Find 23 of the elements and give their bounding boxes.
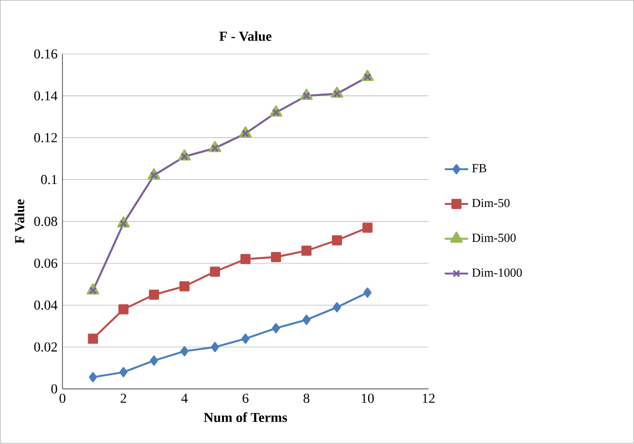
- y-tick-label: 0.16: [34, 50, 58, 59]
- x-tick-label: 6: [242, 394, 248, 404]
- legend-label: Dim-50: [472, 199, 510, 208]
- chart-title: F - Value: [219, 31, 272, 42]
- y-axis-title: F Value: [14, 200, 24, 244]
- x-tick-label: 2: [120, 394, 126, 403]
- legend-label: FB: [472, 164, 486, 172]
- y-tick-label: 0.14: [34, 91, 58, 101]
- y-tick-label: 0: [51, 384, 58, 394]
- x-tick-label: 0: [60, 394, 66, 404]
- y-tick-label: 0.1: [41, 175, 57, 184]
- y-tick-label: 0.12: [34, 133, 57, 143]
- y-tick-label: 0.04: [34, 300, 58, 310]
- x-tick-label: 8: [304, 394, 310, 404]
- y-tick-label: 0.08: [34, 217, 58, 226]
- legend-label: Dim-1000: [472, 268, 522, 277]
- x-axis-title: Num of Terms: [204, 412, 288, 422]
- x-tick-label: 12: [422, 394, 435, 403]
- y-tick-label: 0.06: [34, 258, 58, 268]
- x-tick-label: 4: [181, 394, 188, 403]
- y-tick-label: 0.02: [34, 342, 57, 352]
- x-tick-label: 10: [362, 394, 374, 404]
- legend-label: Dim-500: [472, 234, 516, 242]
